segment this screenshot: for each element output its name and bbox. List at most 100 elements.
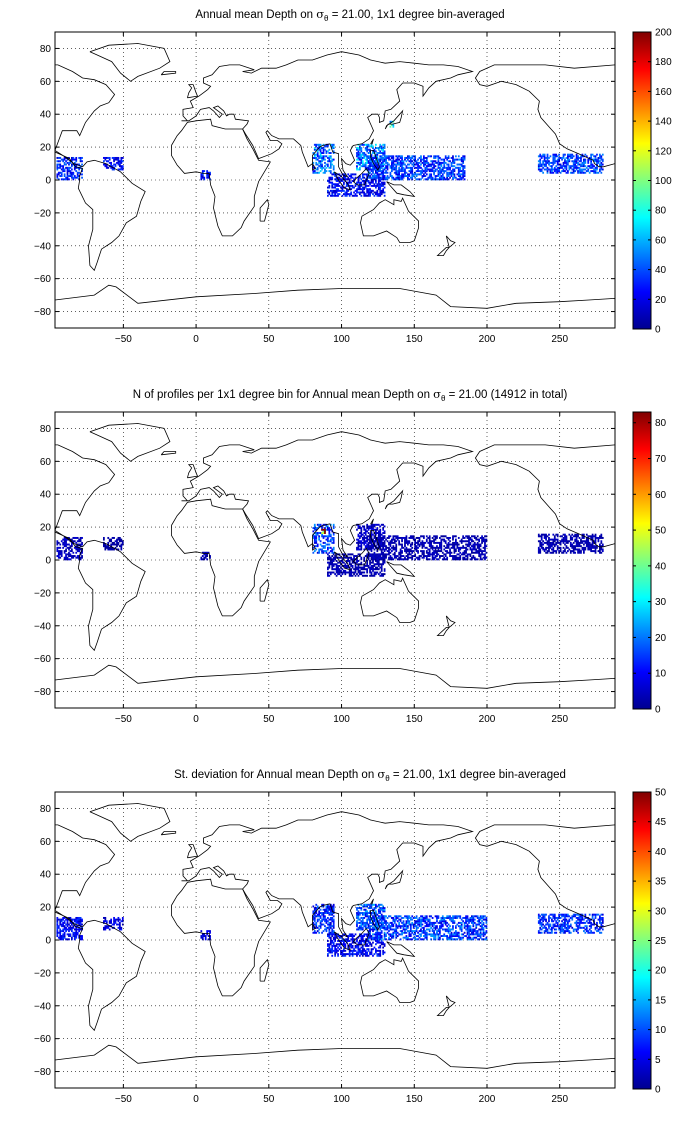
data-bin	[569, 171, 572, 174]
data-bin	[433, 540, 435, 543]
data-bin	[370, 540, 373, 543]
data-bin	[383, 910, 386, 913]
data-bin	[345, 556, 348, 559]
data-bin	[312, 916, 315, 919]
data-bin	[562, 155, 565, 158]
data-bin	[334, 186, 337, 189]
data-bin	[399, 548, 402, 551]
data-bin	[401, 160, 403, 163]
data-bin	[340, 178, 342, 181]
data-bin	[373, 564, 376, 567]
data-bin	[114, 918, 117, 921]
data-bin	[332, 143, 335, 146]
data-bin	[372, 553, 374, 556]
data-bin	[424, 178, 427, 181]
data-bin	[443, 540, 446, 543]
data-bin	[459, 556, 462, 559]
data-bin	[463, 155, 466, 158]
data-bin	[56, 165, 59, 168]
data-bin	[380, 931, 383, 934]
data-bin	[321, 166, 323, 169]
data-bin	[62, 166, 65, 169]
data-bin	[553, 156, 556, 159]
data-bin	[319, 916, 322, 919]
data-bin	[382, 953, 385, 956]
data-bin	[577, 545, 579, 548]
data-bin	[567, 160, 569, 163]
data-bin	[423, 170, 425, 173]
data-bin	[379, 941, 382, 944]
data-bin	[356, 161, 358, 164]
data-bin	[201, 173, 204, 176]
data-bin	[347, 935, 350, 938]
data-bin	[414, 553, 417, 556]
data-bin	[591, 541, 594, 544]
data-bin	[104, 156, 107, 159]
data-bin	[465, 555, 467, 558]
data-bin	[377, 921, 380, 924]
data-bin	[462, 168, 465, 171]
data-bin	[543, 160, 546, 163]
data-bin	[71, 923, 73, 926]
data-bin	[331, 145, 334, 148]
data-bin	[578, 541, 581, 544]
data-bin	[583, 161, 585, 164]
data-bin	[382, 921, 385, 924]
data-bin	[376, 954, 379, 957]
data-bin	[361, 173, 364, 176]
data-bin	[366, 523, 369, 526]
data-bin	[60, 551, 63, 554]
data-bin	[393, 556, 396, 559]
data-bin	[316, 551, 319, 554]
data-bin	[354, 173, 357, 176]
data-bin	[600, 158, 603, 161]
data-bin	[372, 916, 374, 919]
data-bin	[315, 536, 318, 539]
data-bin	[119, 163, 121, 166]
data-bin	[325, 543, 328, 546]
data-bin	[569, 153, 572, 156]
data-bin	[380, 173, 383, 176]
data-bin	[329, 189, 332, 192]
data-bin	[327, 165, 329, 168]
data-bin	[364, 938, 367, 941]
data-bin	[318, 928, 321, 931]
data-bin	[121, 166, 124, 169]
data-bin	[552, 168, 555, 171]
data-bin	[383, 926, 386, 929]
data-bin	[332, 564, 335, 567]
data-bin	[380, 556, 383, 559]
data-bin	[356, 548, 358, 551]
data-bin	[370, 145, 373, 148]
data-bin	[372, 915, 374, 918]
data-bin	[338, 553, 341, 556]
data-bin	[354, 566, 357, 569]
data-bin	[366, 158, 369, 161]
data-bin	[327, 535, 329, 538]
data-bin	[341, 953, 344, 956]
data-bin	[399, 543, 402, 546]
data-bin	[574, 163, 577, 166]
data-bin	[385, 158, 387, 161]
data-bin	[105, 166, 108, 169]
data-bin	[577, 541, 579, 544]
data-bin	[72, 925, 75, 928]
data-bin	[363, 188, 366, 191]
data-bin	[431, 558, 434, 561]
data-bin	[399, 156, 402, 159]
data-bin	[364, 173, 367, 176]
data-bin	[444, 555, 447, 558]
data-bin	[57, 156, 60, 159]
data-bin	[380, 925, 383, 928]
data-bin	[456, 558, 459, 561]
data-bin	[63, 173, 66, 176]
data-bin	[114, 540, 117, 543]
data-bin	[204, 551, 207, 554]
data-bin	[562, 153, 565, 156]
data-bin	[575, 165, 578, 168]
data-bin	[567, 158, 569, 161]
data-bin	[63, 920, 66, 923]
coastline	[384, 109, 404, 130]
data-bin	[345, 184, 348, 187]
data-bin	[353, 948, 355, 951]
